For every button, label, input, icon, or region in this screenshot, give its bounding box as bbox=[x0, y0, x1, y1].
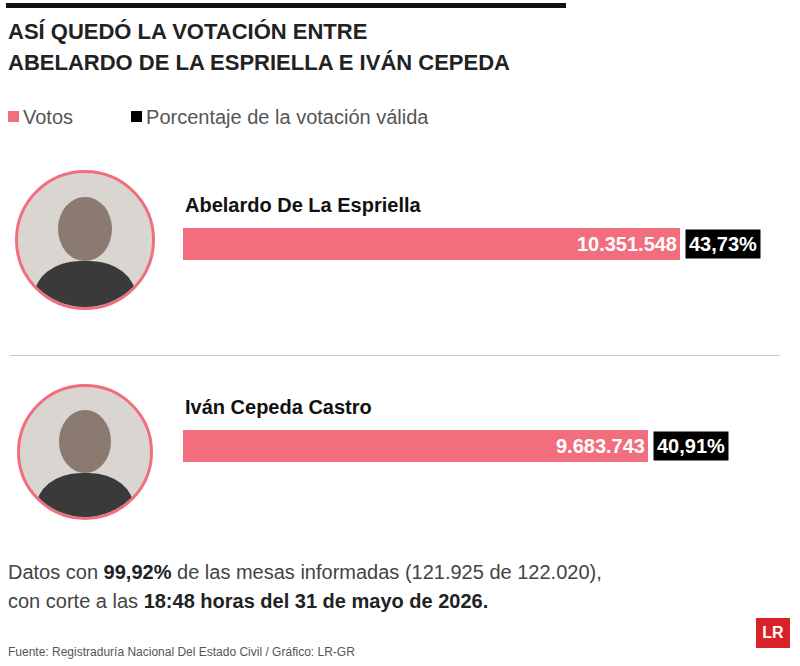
html-text:LR: LR bbox=[762, 624, 784, 641]
svg-text:10.351.548: 10.351.548 bbox=[577, 233, 677, 255]
html-text:Porcentaje de la votación váli: Porcentaje de la votación válida bbox=[146, 106, 429, 128]
svg-text:Iván Cepeda Castro: Iván Cepeda Castro bbox=[185, 396, 372, 418]
html-text:Votos: Votos bbox=[23, 106, 73, 128]
svg-text:40,91%: 40,91% bbox=[657, 435, 725, 457]
html-text:con corte a las 18:48 horas de: con corte a las 18:48 horas del 31 de ma… bbox=[8, 590, 489, 612]
html-text:Datos con 99,92% de las mesas: Datos con 99,92% de las mesas informadas… bbox=[8, 561, 602, 583]
html-text:ASÍ QUEDÓ LA VOTACIÓN ENTRE: ASÍ QUEDÓ LA VOTACIÓN ENTRE bbox=[8, 19, 368, 44]
svg-text:Abelardo De La Espriella: Abelardo De La Espriella bbox=[185, 194, 422, 216]
html-text:ABELARDO DE LA ESPRIELLA E IVÁ: ABELARDO DE LA ESPRIELLA E IVÁN CEPEDA bbox=[8, 50, 510, 75]
svg-text:43,73%: 43,73% bbox=[689, 233, 757, 255]
html-text:Fuente: Registraduría Nacional: Fuente: Registraduría Nacional Del Estad… bbox=[8, 645, 355, 659]
svg-text:9.683.743: 9.683.743 bbox=[556, 435, 645, 457]
